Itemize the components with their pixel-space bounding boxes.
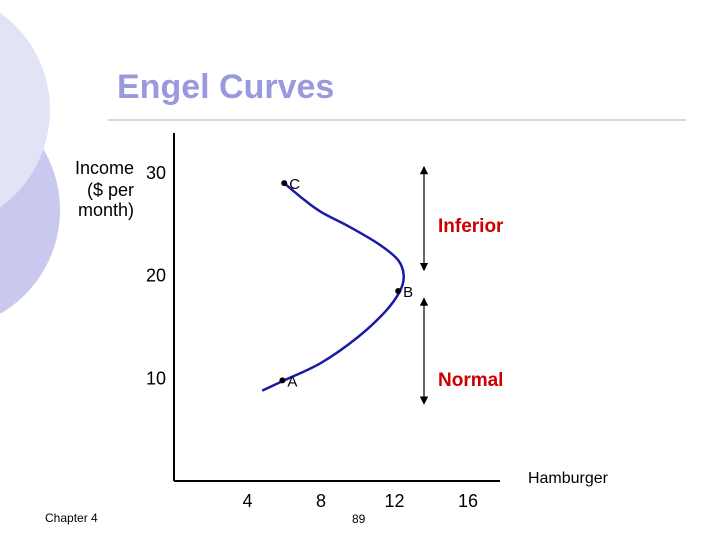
slide-title: Engel Curves [117, 68, 335, 106]
x-tick-label-16: 16 [458, 491, 478, 511]
x-tick-label-4: 4 [242, 491, 252, 511]
y-tick-label-20: 20 [146, 266, 166, 286]
engel-curve-line [261, 182, 405, 392]
point-a-marker [279, 377, 286, 384]
point-b-label: B [403, 284, 413, 301]
point-c-label: C [289, 176, 300, 193]
y-tick-label-30: 30 [146, 163, 166, 183]
point-c-marker [281, 180, 288, 187]
y-axis-label-line-3: month) [77, 200, 134, 220]
x-axis-label: Hamburger [528, 470, 609, 487]
y-axis-label-line-2: ($ per [86, 180, 134, 200]
footer-chapter: Chapter 4 [45, 511, 98, 525]
y-axis-label-line-1: Income [74, 158, 134, 178]
point-a-label: A [287, 373, 297, 390]
x-tick-label-12: 12 [384, 491, 404, 511]
page-number: 89 [352, 512, 366, 526]
inferior-label: Inferior [438, 216, 504, 237]
normal-label: Normal [438, 370, 503, 391]
y-tick-label-10: 10 [146, 368, 166, 388]
decorative-circle-small [0, 12, 50, 208]
point-b-marker [395, 288, 402, 295]
x-tick-label-8: 8 [316, 491, 326, 511]
